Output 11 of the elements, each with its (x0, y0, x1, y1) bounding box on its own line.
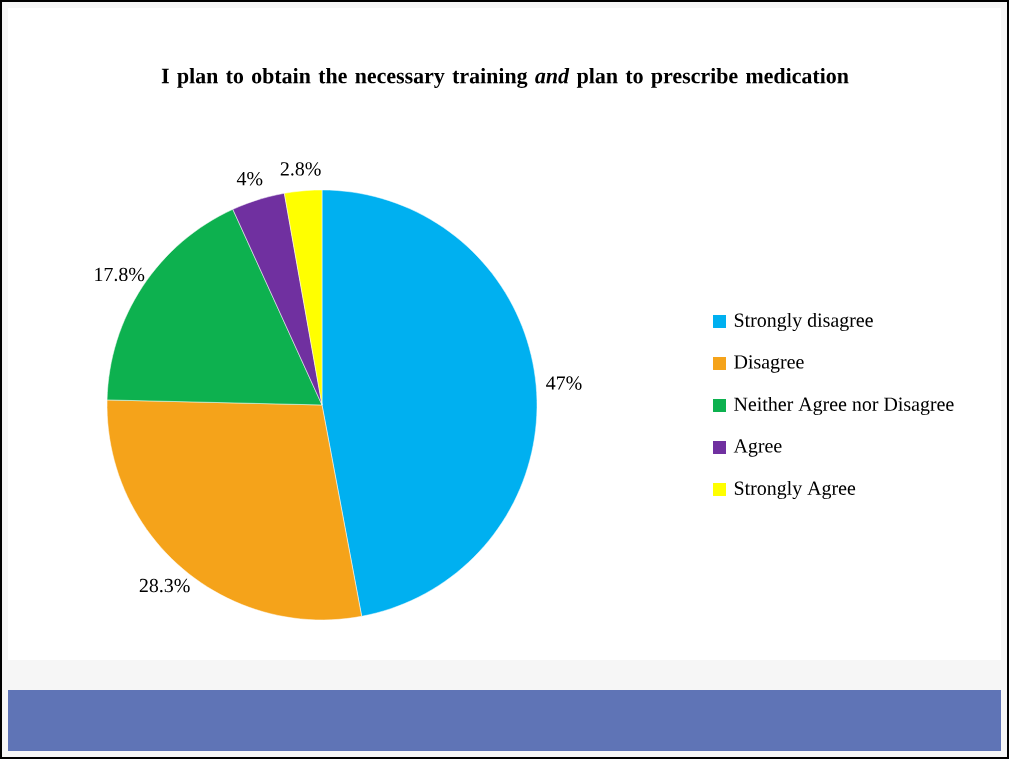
legend-label: Disagree (734, 355, 804, 373)
data-label: 47% (546, 376, 582, 390)
legend-label: Strongly disagree (734, 312, 873, 332)
data-label: 2.8% (280, 162, 321, 176)
data-label: 4% (236, 171, 263, 186)
legend-label: Neither Agree nor Disagree (734, 396, 954, 416)
data-label: 28.3% (139, 578, 190, 593)
data-label: 17.8% (95, 267, 145, 282)
legend-label: Strongly Agree (734, 480, 856, 500)
chart-title: I plan to obtain the necessary training and plan to prescribe medication (161, 67, 849, 89)
legend-label: Agree (733, 439, 782, 457)
